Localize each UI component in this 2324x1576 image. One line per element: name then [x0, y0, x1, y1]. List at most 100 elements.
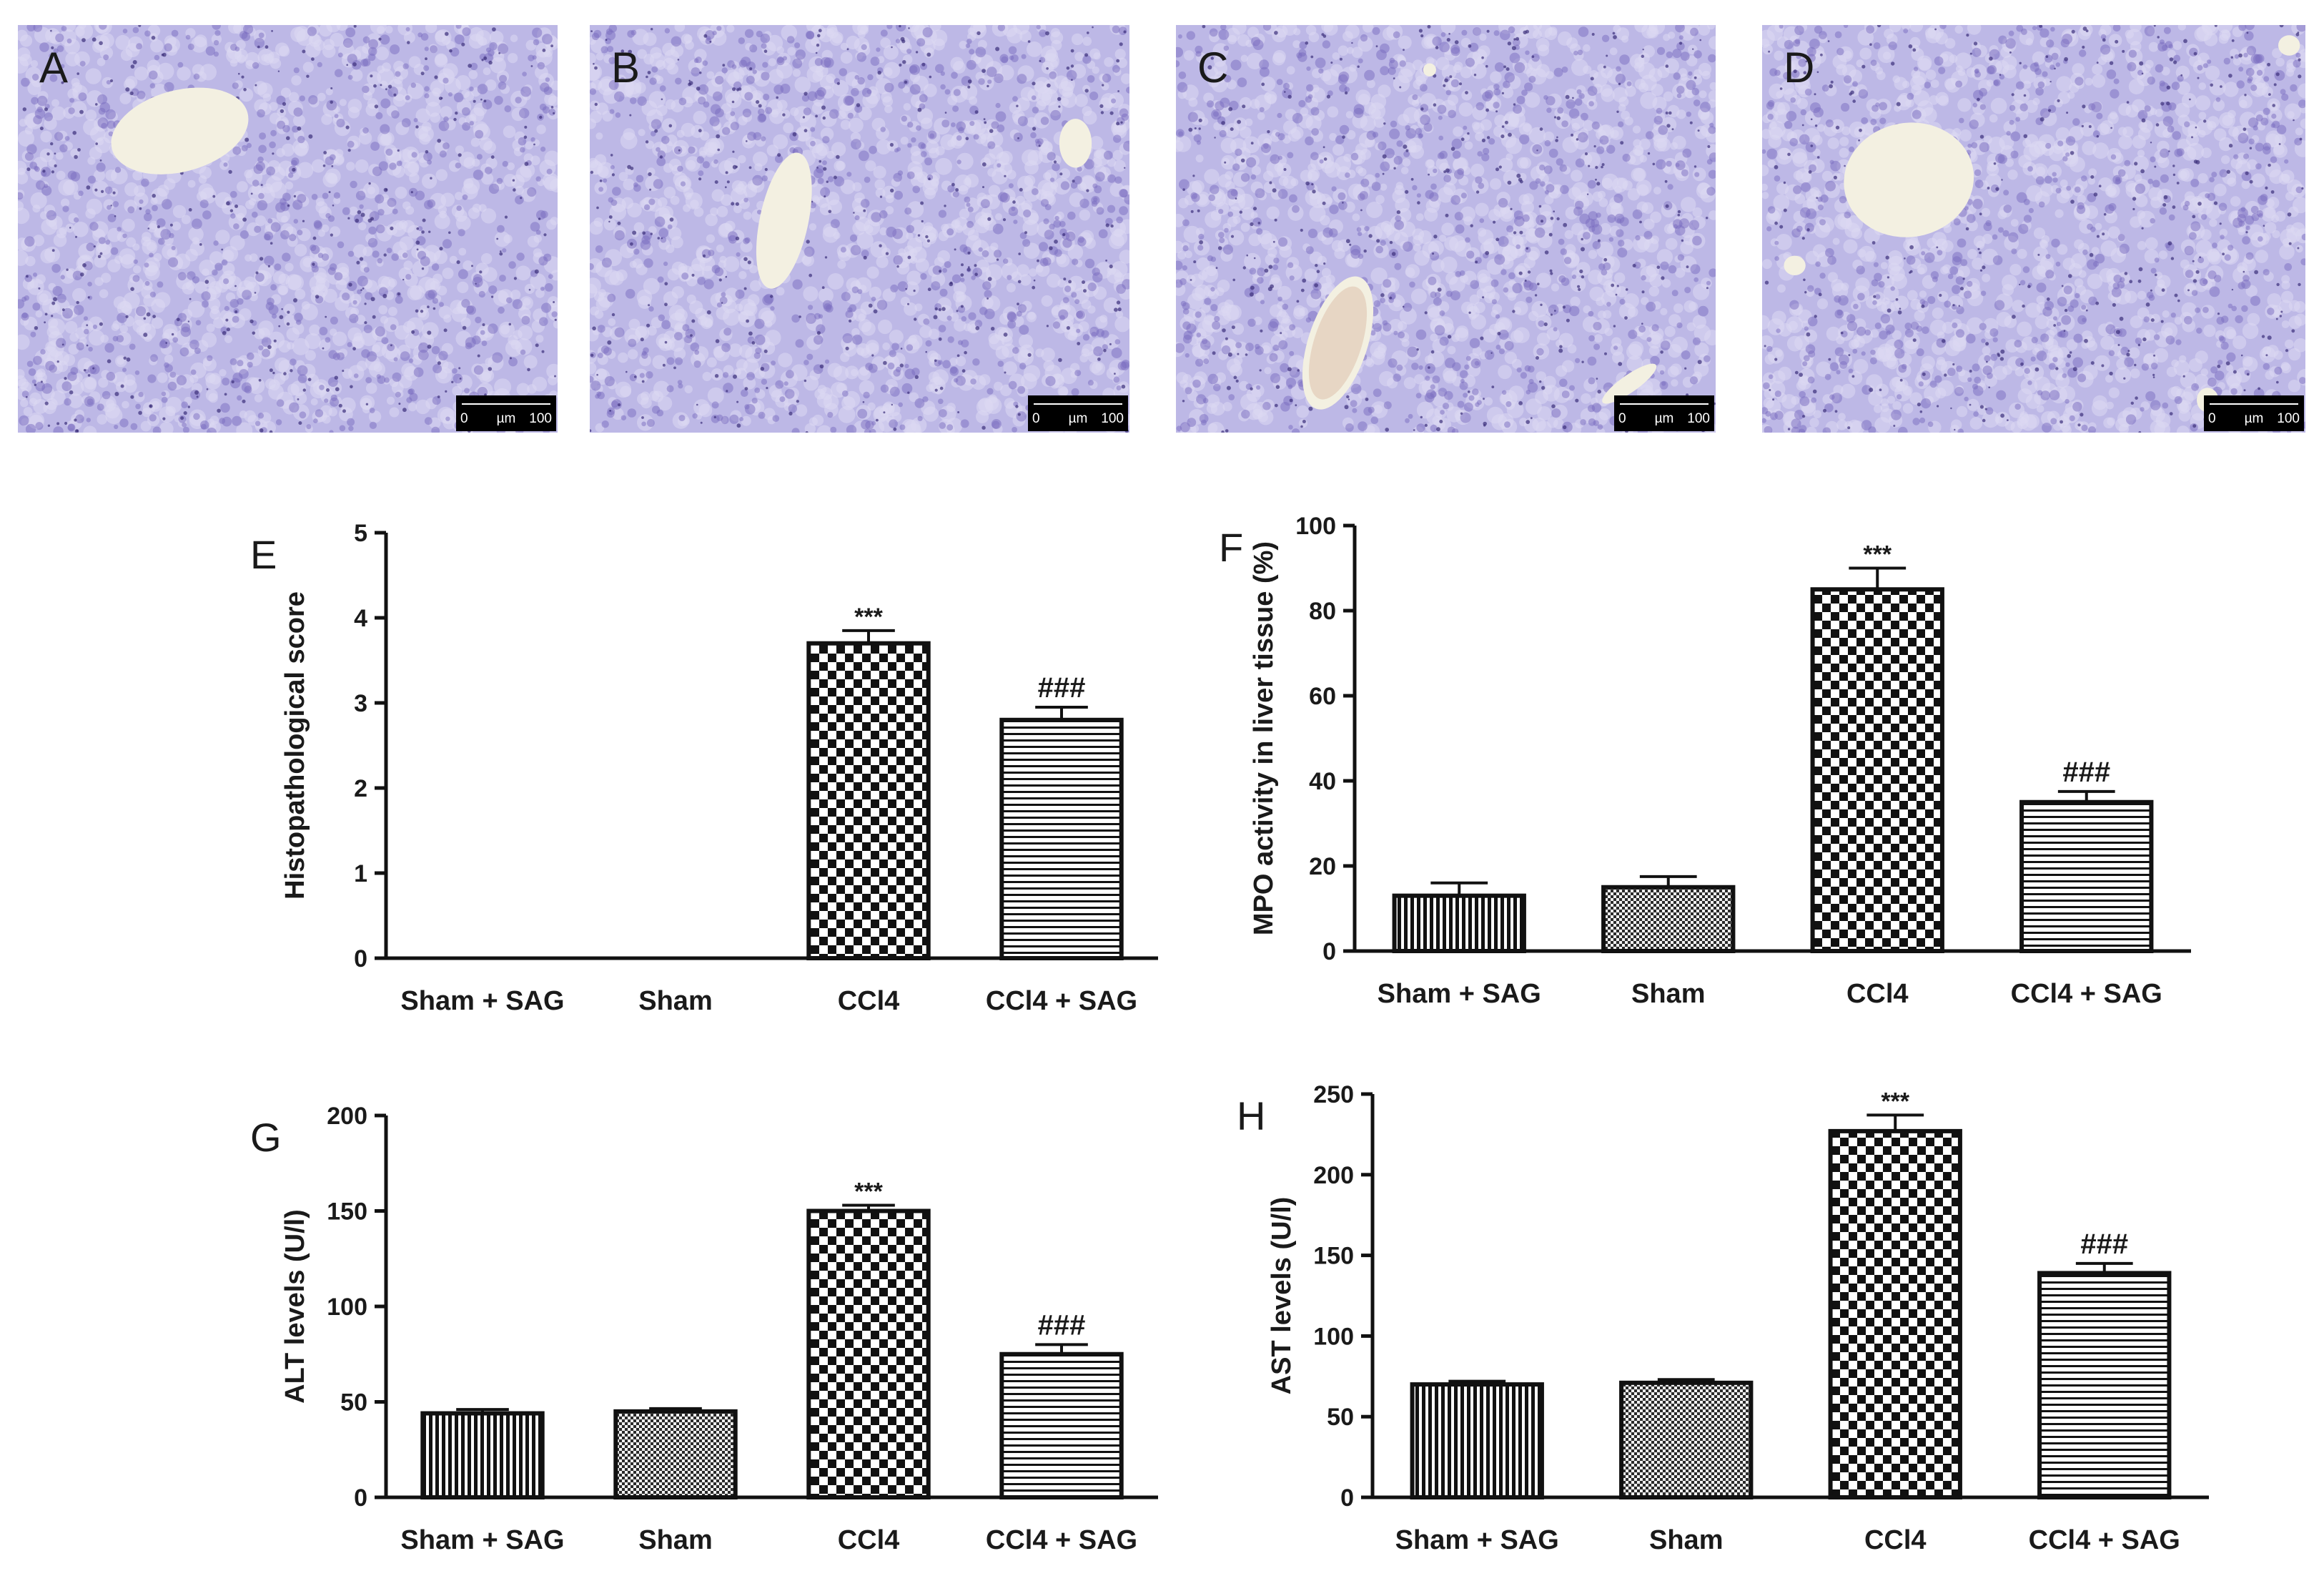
x-category-label: CCl4: [838, 1525, 900, 1555]
y-tick-label: 0: [1322, 938, 1336, 965]
vessel-lumen: [756, 152, 812, 289]
x-category-label: Sham: [638, 1525, 712, 1555]
scale-bar: 0 µm 100: [1028, 395, 1128, 431]
x-category-label: CCl4: [1864, 1525, 1927, 1555]
vessel-lumen: [111, 87, 249, 174]
y-tick-label: 50: [340, 1389, 367, 1417]
significance-label: ***: [854, 604, 883, 631]
x-category-label: CCl4: [838, 986, 900, 1016]
significance-label: ***: [1863, 541, 1892, 568]
x-category-label: CCl4 + SAG: [2029, 1525, 2180, 1555]
scale-unit-label: µm: [1069, 411, 1088, 426]
y-tick-label: 200: [327, 1103, 367, 1130]
y-tick-label: 200: [1313, 1162, 1354, 1189]
panel-letter: D: [1784, 44, 1814, 92]
micrograph-c: C 0 µm 100: [1176, 25, 1716, 433]
y-tick-label: 100: [1313, 1323, 1354, 1350]
bar: [999, 717, 1124, 960]
y-tick-label: 2: [354, 775, 367, 802]
bar: [2019, 799, 2154, 953]
vessel-lumen: [2278, 35, 2300, 56]
bar: [1392, 893, 1526, 954]
bar: [1601, 885, 1736, 953]
chart-histopathological-score: E Histopathological score 0 1 2 3 4 5 Sham + SAG…: [236, 508, 1187, 1037]
scale-unit-label: µm: [1655, 411, 1674, 426]
scale-start-label: 0: [2208, 411, 2216, 426]
vessel-lumen: [1423, 63, 1436, 77]
tissue-texture: [590, 25, 1129, 433]
panel-letter: G: [250, 1115, 282, 1160]
panel-letter: B: [611, 44, 640, 92]
y-axis-label: AST levels (U/l): [1267, 1197, 1297, 1395]
vessel-lumen: [1844, 122, 1974, 237]
vessel-lumen: [1059, 119, 1092, 168]
tissue-texture: [1762, 25, 2305, 433]
scale-unit-label: µm: [2245, 411, 2264, 426]
panel-letter: C: [1197, 44, 1228, 92]
scale-bar: 0 µm 100: [1614, 395, 1714, 431]
scale-bar: 0 µm 100: [2204, 395, 2304, 431]
panel-letter: H: [1237, 1093, 1265, 1138]
y-tick-label: 0: [1340, 1484, 1354, 1512]
x-category-label: CCl4: [1846, 979, 1909, 1009]
bar: [613, 1409, 738, 1500]
panel-letter: E: [250, 532, 277, 577]
micrograph-d: D 0 µm 100: [1762, 25, 2305, 433]
y-tick-label: 0: [354, 945, 367, 972]
y-tick-label: 20: [1309, 853, 1336, 880]
y-axis-label: ALT levels (U/l): [280, 1209, 310, 1404]
scale-unit-label: µm: [497, 411, 516, 426]
x-category-label: Sham + SAG: [1395, 1525, 1559, 1555]
tissue-texture: [1176, 25, 1716, 433]
significance-label: ###: [2080, 1228, 2128, 1260]
bar: [806, 641, 931, 960]
y-tick-label: 3: [354, 690, 367, 717]
y-tick-label: 150: [1313, 1243, 1354, 1270]
significance-label: ###: [1038, 1309, 1086, 1341]
bar: [999, 1351, 1124, 1499]
x-category-label: CCl4 + SAG: [986, 1525, 1137, 1555]
significance-label: ***: [1881, 1088, 1909, 1115]
x-category-label: Sham + SAG: [1378, 979, 1541, 1009]
blood-cells: [1308, 286, 1368, 400]
chart-alt-levels: G ALT levels (U/l) 0 50 100 150 200 Sham + SAG S…: [236, 1090, 1187, 1576]
x-category-label: Sham + SAG: [400, 986, 564, 1016]
x-category-label: Sham: [1649, 1525, 1723, 1555]
y-tick-label: 40: [1309, 768, 1336, 795]
vessel-lumen: [1602, 363, 1657, 404]
x-category-label: CCl4 + SAG: [2011, 979, 2162, 1009]
bar: [1410, 1382, 1544, 1499]
y-tick-label: 150: [327, 1198, 367, 1226]
scale-start-label: 0: [1618, 411, 1626, 426]
bar: [1619, 1380, 1754, 1499]
bar: [1810, 587, 1944, 953]
significance-label: ###: [1038, 672, 1086, 704]
scale-end-label: 100: [529, 411, 552, 426]
significance-label: ###: [2062, 757, 2110, 788]
x-category-label: Sham: [638, 986, 712, 1016]
x-category-label: Sham: [1631, 979, 1705, 1009]
significance-label: ***: [854, 1178, 883, 1205]
scale-end-label: 100: [2277, 411, 2300, 426]
y-tick-label: 60: [1309, 683, 1336, 710]
y-tick-label: 250: [1313, 1081, 1354, 1108]
bar: [806, 1208, 931, 1499]
vessel-lumen: [1784, 255, 1806, 275]
y-tick-label: 0: [354, 1484, 367, 1512]
micrograph-a: A 0 µm 100: [18, 25, 558, 433]
bar: [1828, 1128, 1962, 1499]
micrograph-b: B 0 µm 100: [590, 25, 1129, 433]
y-tick-label: 50: [1327, 1404, 1354, 1431]
chart-mpo-activity: F MPO activity in liver tissue (%) 0 20 40 60…: [1205, 501, 2220, 1030]
scale-bar: 0 µm 100: [456, 395, 556, 431]
y-axis-label: MPO activity in liver tissue (%): [1249, 541, 1279, 935]
bar: [2037, 1271, 2172, 1499]
x-category-label: CCl4 + SAG: [986, 986, 1137, 1016]
chart-ast-levels: H AST levels (U/l) 0 50 100 150 200 250 Sham + S…: [1222, 1069, 2238, 1576]
scale-end-label: 100: [1687, 411, 1710, 426]
panel-letter: F: [1219, 525, 1243, 570]
scale-start-label: 0: [1032, 411, 1040, 426]
bar: [420, 1411, 545, 1499]
y-tick-label: 100: [1295, 513, 1336, 540]
x-category-label: Sham + SAG: [400, 1525, 564, 1555]
